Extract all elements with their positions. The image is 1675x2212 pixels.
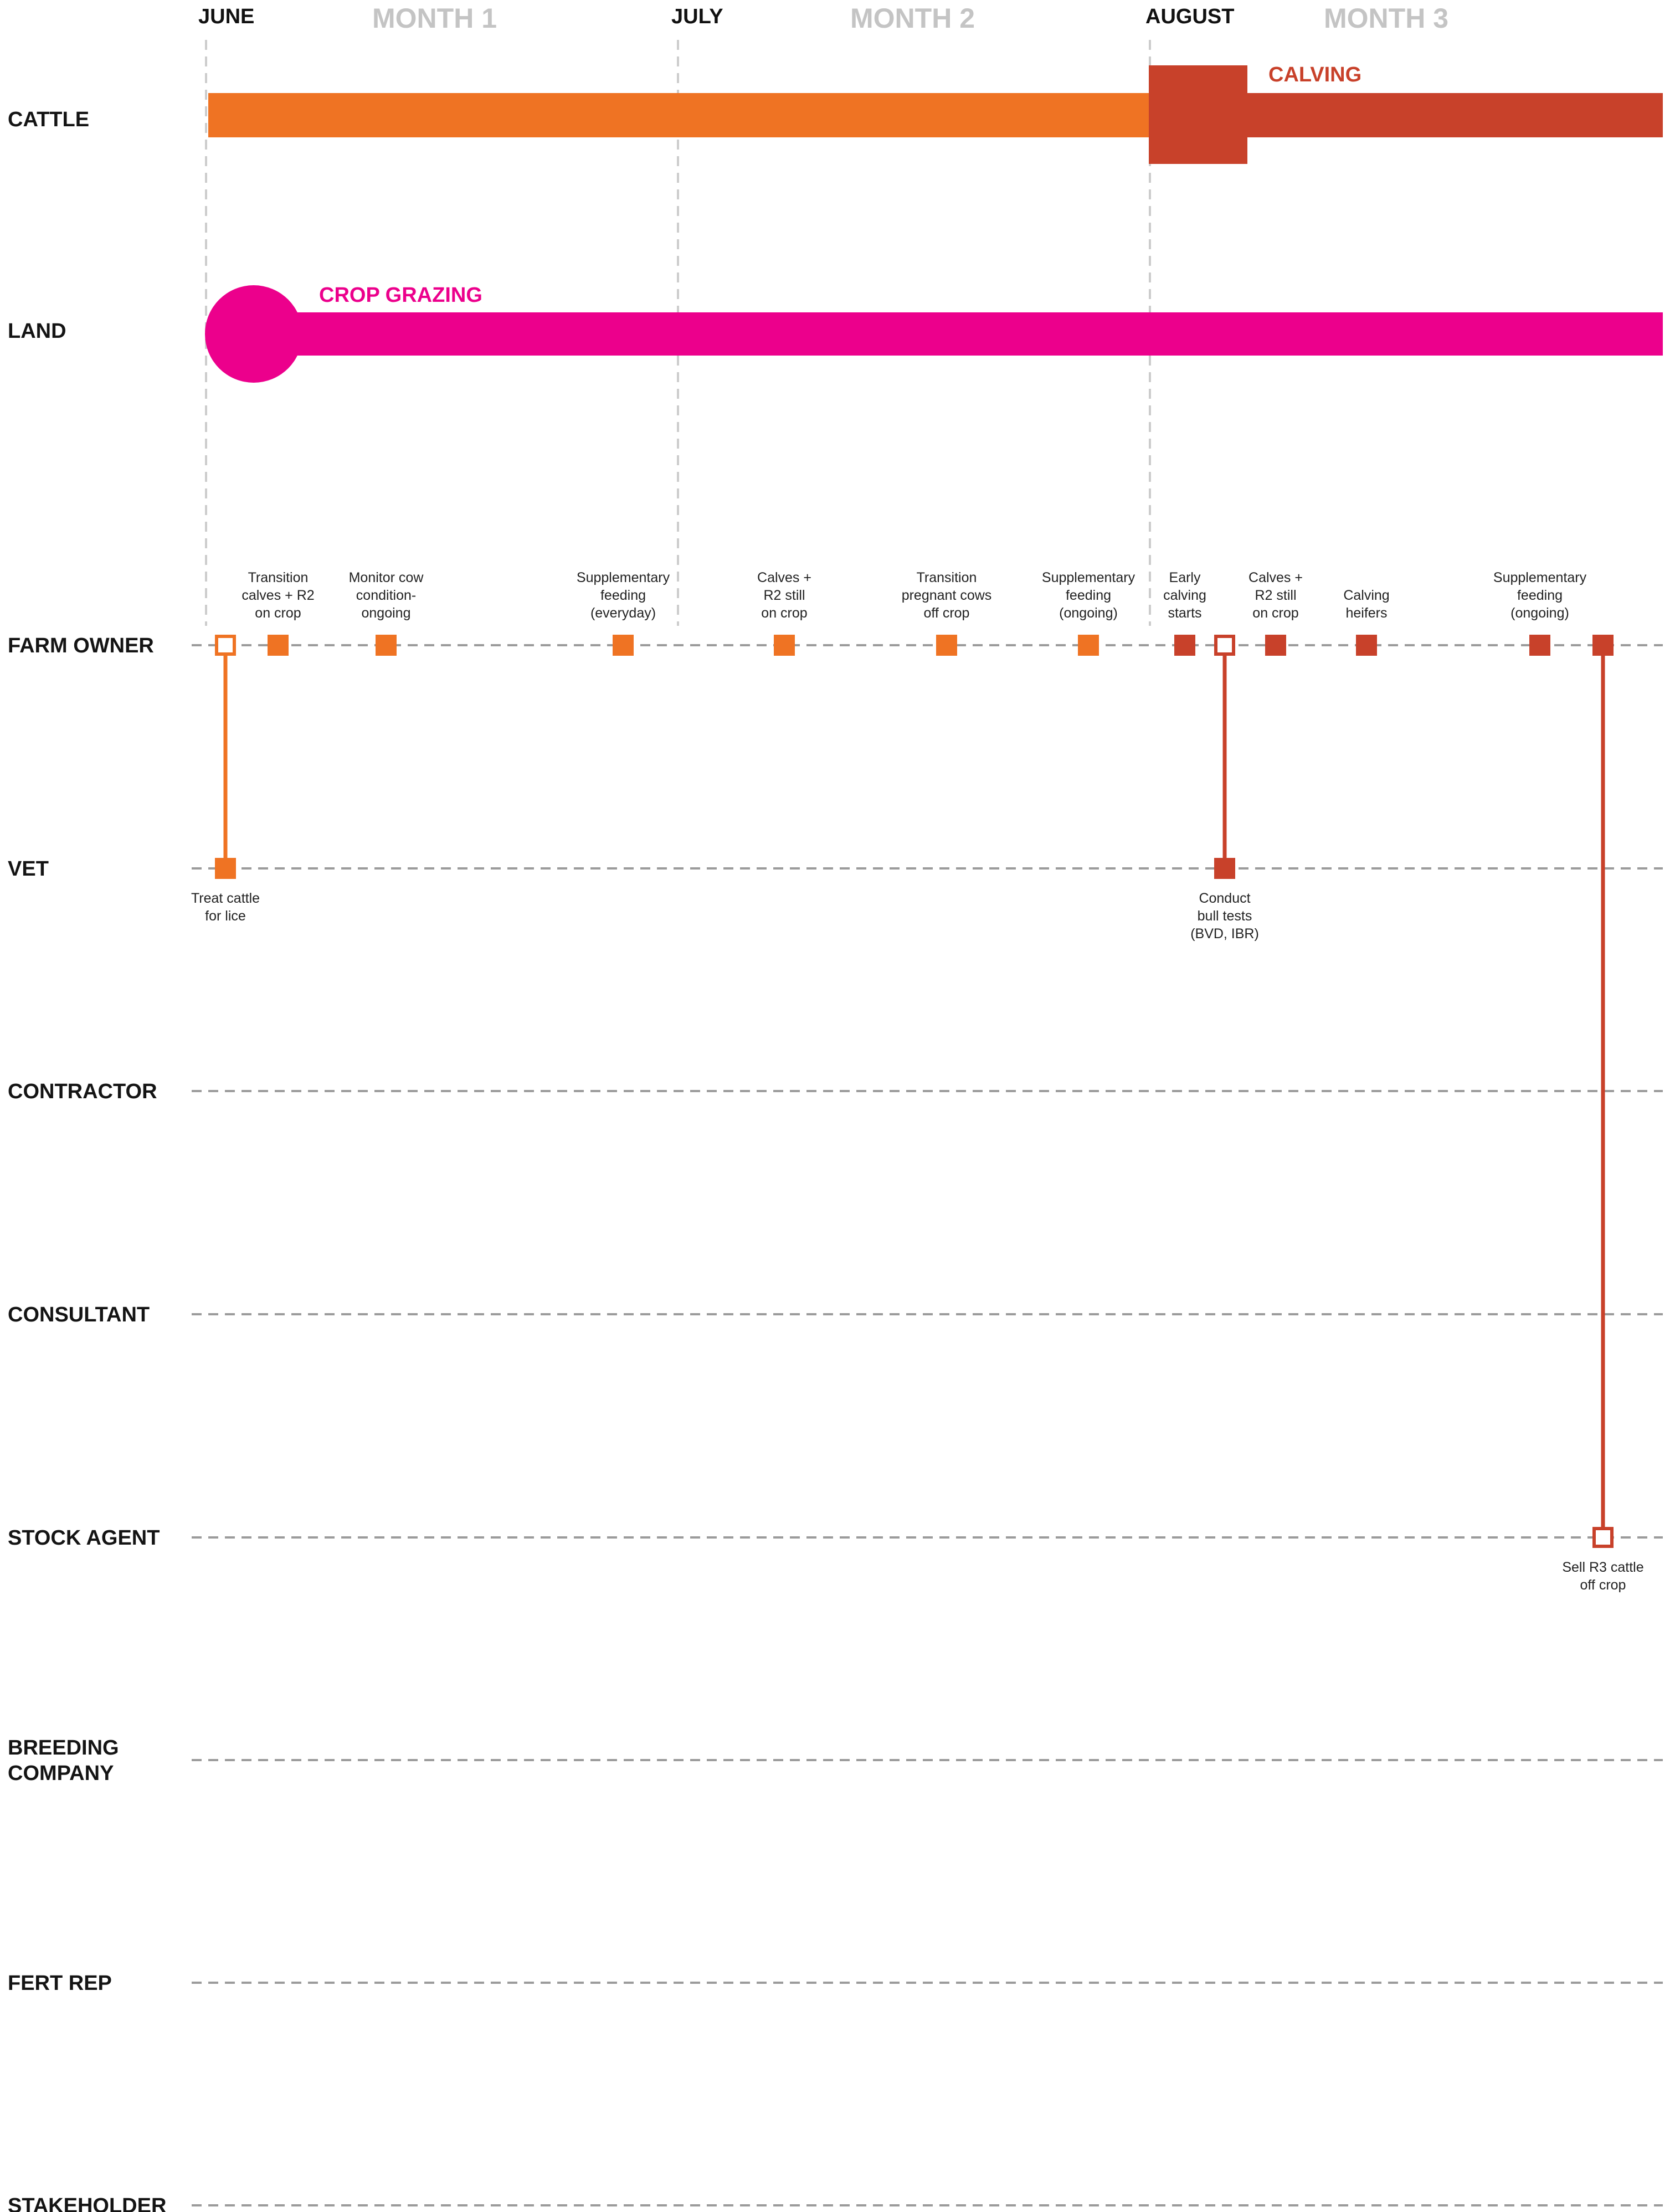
event-label: Early: [1169, 570, 1201, 585]
event-label: Calves +: [757, 570, 811, 585]
month-header-july: JULY MONTH 2: [671, 3, 975, 34]
month-label: AUGUST: [1145, 5, 1234, 28]
cattle-bar: CALVING: [208, 63, 1663, 164]
row-label-farm-owner: FARM OWNER: [8, 634, 154, 657]
event-label: Supplementary: [1042, 570, 1135, 585]
month-header-august: AUGUST MONTH 3: [1145, 3, 1448, 34]
event-label: pregnant cows: [902, 588, 992, 603]
event-label: (ongoing): [1510, 605, 1569, 621]
row-label-fert-rep: FERT REP: [8, 1972, 112, 1995]
event-marker: [1356, 635, 1377, 656]
event-marker: [215, 858, 236, 879]
row-label-breeding-company: COMPANY: [8, 1762, 114, 1785]
event-label: Treat cattle: [191, 891, 260, 906]
event-label: off crop: [1580, 1577, 1626, 1593]
crop-grazing-bar: CROP GRAZING: [205, 284, 1663, 383]
event-marker: [1214, 858, 1235, 879]
event-label: calves + R2: [242, 588, 314, 603]
month-label: JULY: [671, 5, 723, 28]
event-marker: [376, 635, 397, 656]
event-label: Supplementary: [577, 570, 670, 585]
event-label: on crop: [761, 605, 807, 621]
event-label: Supplementary: [1493, 570, 1587, 585]
month-name: MONTH 2: [850, 3, 975, 34]
row-label-cattle: CATTLE: [8, 108, 89, 131]
row-label-contractor: CONTRACTOR: [8, 1080, 157, 1103]
event-label: off crop: [924, 605, 970, 621]
calving-label: CALVING: [1268, 63, 1361, 86]
event-label: ongoing: [362, 605, 411, 621]
event-marker: [936, 635, 957, 656]
cattle-bar-orange: [208, 93, 1150, 137]
event-label: (ongoing): [1059, 605, 1118, 621]
month-guides: [205, 40, 1151, 626]
land-bar: [244, 312, 1663, 356]
event-label: heifers: [1345, 605, 1387, 621]
event-label: on crop: [255, 605, 301, 621]
event-labels: Transition calves + R2 on crop Monitor cow c…: [191, 570, 1644, 1593]
row-label-stock-agent: STOCK AGENT: [8, 1526, 160, 1550]
event-label: Transition: [248, 570, 309, 585]
row-label-breeding-company: BREEDING: [8, 1736, 119, 1760]
event-label: feeding: [1517, 588, 1563, 603]
event-marker: [613, 635, 634, 656]
event-markers: [215, 635, 1614, 1548]
event-marker: [268, 635, 289, 656]
month-header-june: JUNE MONTH 1: [198, 3, 497, 34]
event-label: Calves +: [1248, 570, 1303, 585]
row-label-stakeholder: STAKEHOLDER: [8, 2194, 166, 2212]
event-label: starts: [1168, 605, 1201, 621]
event-marker: [1265, 635, 1286, 656]
month-name: MONTH 3: [1324, 3, 1448, 34]
crop-grazing-marker: [205, 285, 302, 383]
month-name: MONTH 1: [372, 3, 497, 34]
event-marker-hollow: [1214, 635, 1235, 656]
connector-links: [223, 645, 1605, 1537]
event-marker-hollow: [215, 635, 236, 656]
event-label: Calving: [1343, 588, 1389, 603]
event-label: feeding: [600, 588, 646, 603]
row-label-consultant: CONSULTANT: [8, 1303, 150, 1326]
stakeholder-rows: FARM OWNER VET CONTRACTOR CONSULTANT STOCK A…: [8, 634, 1663, 2212]
event-marker: [1174, 635, 1195, 656]
event-label: R2 still: [1255, 588, 1296, 603]
row-label-land: LAND: [8, 320, 66, 343]
event-label: calving: [1163, 588, 1206, 603]
event-marker-hollow: [1592, 1527, 1614, 1548]
event-label: Conduct: [1199, 891, 1250, 906]
event-marker: [774, 635, 795, 656]
event-label: (BVD, IBR): [1190, 926, 1259, 942]
event-marker: [1078, 635, 1099, 656]
event-label: Monitor cow: [349, 570, 424, 585]
crop-grazing-label: CROP GRAZING: [319, 284, 482, 307]
event-label: bull tests: [1198, 908, 1252, 924]
month-label: JUNE: [198, 5, 254, 28]
event-label: condition-: [356, 588, 416, 603]
event-label: for lice: [205, 908, 246, 924]
event-label: Transition: [917, 570, 977, 585]
event-label: R2 still: [763, 588, 805, 603]
event-label: (everyday): [590, 605, 656, 621]
event-label: on crop: [1252, 605, 1298, 621]
event-marker: [1592, 635, 1614, 656]
calving-marker: [1149, 65, 1247, 164]
event-marker: [1529, 635, 1550, 656]
event-label: Sell R3 cattle: [1562, 1560, 1643, 1575]
event-label: feeding: [1066, 588, 1111, 603]
row-label-vet: VET: [8, 857, 49, 881]
